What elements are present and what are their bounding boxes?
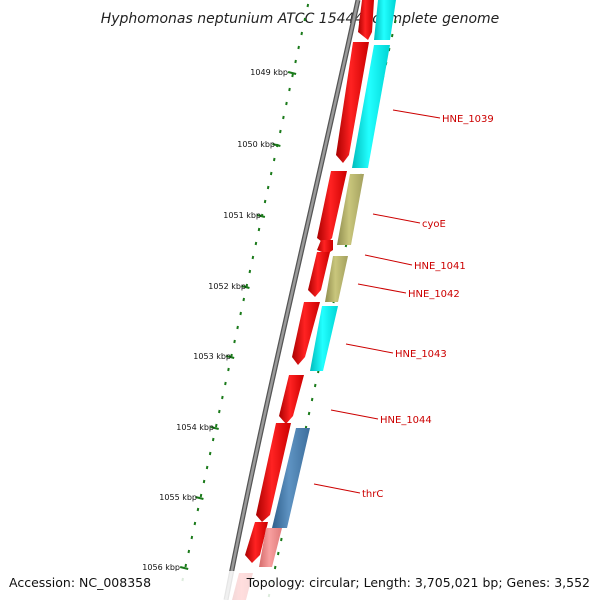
- kbp-scale: 1049 kbp 1050 kbp 1051 kbp 1052 kbp 1053…: [142, 68, 288, 572]
- tick-dot: [390, 33, 394, 38]
- gene-forward-hne1043: [292, 302, 320, 365]
- tick-major: [241, 285, 250, 289]
- tick-dot: [208, 451, 212, 456]
- gene-forward-hne1041: [317, 240, 333, 254]
- gene-label-hne1041: HNE_1041: [414, 261, 466, 272]
- tick-dot: [313, 383, 317, 388]
- tick-dot: [285, 101, 288, 106]
- gene-reverse-1: [374, 0, 396, 40]
- gene-label-hne1043: HNE_1043: [395, 349, 447, 360]
- accession-text: Accession: NC_008358: [9, 575, 151, 590]
- tick-dot: [205, 465, 209, 470]
- tick-major: [256, 214, 266, 218]
- kbp-label-1054: 1054 kbp: [176, 423, 214, 432]
- tick-dot: [218, 409, 221, 414]
- tick-dot: [279, 129, 282, 134]
- tick-major: [272, 143, 281, 147]
- tick-dot: [263, 199, 267, 204]
- gene-label-thrC: thrC: [362, 489, 383, 500]
- label-leaders: [313, 109, 441, 494]
- tick-dot: [239, 311, 242, 316]
- gene-forward-hne1042: [308, 252, 330, 297]
- tick-dot: [251, 255, 255, 260]
- tick-dot: [276, 551, 280, 556]
- tick-dot: [187, 549, 191, 554]
- tick-dot: [269, 171, 273, 176]
- tick-dot: [307, 411, 311, 416]
- tick-dot: [199, 493, 203, 498]
- tick-dot: [291, 73, 294, 78]
- gene-reverse-cyoE: [337, 174, 364, 245]
- gene-forward-hne1044: [279, 375, 304, 424]
- tick-dot: [280, 537, 283, 542]
- tick-dot: [272, 157, 276, 162]
- gene-reverse-hne1043: [310, 306, 338, 371]
- tick-dot: [214, 423, 218, 428]
- tick-dot: [236, 325, 239, 330]
- forward-strand: [232, 0, 374, 600]
- tick-dot: [257, 227, 261, 232]
- tick-dot: [190, 535, 194, 540]
- gene-reverse-hne1042: [325, 256, 348, 302]
- kbp-label-1052: 1052 kbp: [208, 282, 246, 291]
- tick-major: [287, 71, 297, 75]
- gene-label-hne1044: HNE_1044: [380, 415, 432, 426]
- tick-dot: [303, 17, 307, 22]
- gene-label-hne1042: HNE_1042: [408, 289, 460, 300]
- gene-forward-1: [358, 0, 374, 40]
- gene-reverse-hne1039: [352, 45, 390, 168]
- tick-dot: [224, 381, 227, 386]
- gene-label-hne1039: HNE_1039: [442, 114, 494, 125]
- tick-dot: [310, 397, 314, 402]
- tick-major: [210, 426, 219, 430]
- tick-dot: [211, 437, 215, 442]
- tick-dot: [288, 87, 291, 92]
- tick-dot: [306, 3, 310, 8]
- gene-labels: HNE_1039 cyoE HNE_1041 HNE_1042 HNE_1043…: [362, 114, 494, 500]
- tick-dot: [196, 507, 200, 512]
- kbp-label-1053: 1053 kbp: [193, 352, 231, 361]
- gene-forward-6: [245, 522, 268, 563]
- tick-major: [225, 355, 235, 359]
- kbp-label-1056: 1056 kbp: [142, 563, 180, 572]
- tick-dot: [184, 563, 188, 568]
- kbp-label-1051: 1051 kbp: [223, 211, 261, 220]
- tick-dot: [273, 565, 277, 570]
- kbp-label-1049: 1049 kbp: [250, 68, 288, 77]
- gene-label-cyoE: cyoE: [422, 219, 446, 230]
- kbp-label-1055: 1055 kbp: [159, 493, 197, 502]
- map-title: Hyphomonas neptunium ATCC 15444, complet…: [101, 11, 500, 27]
- tick-dot: [394, 19, 397, 24]
- gene-forward-cyoE: [317, 171, 347, 245]
- reverse-strand: [259, 0, 396, 567]
- tick-dot: [282, 115, 285, 120]
- tick-dot: [294, 59, 297, 64]
- gene-forward-thrC: [256, 423, 291, 522]
- tick-dot: [266, 185, 270, 190]
- tick-dot: [233, 339, 236, 344]
- kbp-label-1050: 1050 kbp: [237, 140, 275, 149]
- tick-dot: [254, 241, 258, 246]
- tick-dot: [248, 269, 252, 274]
- tick-dot: [242, 297, 246, 302]
- tick-major: [195, 496, 204, 500]
- gene-reverse-pink: [259, 528, 282, 567]
- gene-forward-hne1039: [336, 42, 369, 163]
- tick-major: [179, 566, 189, 570]
- tick-dot: [202, 479, 206, 484]
- tick-dot: [297, 45, 300, 50]
- topology-text: Topology: circular; Length: 3,705,021 bp…: [246, 575, 590, 590]
- tick-dot: [221, 395, 224, 400]
- tick-dot: [300, 31, 304, 36]
- gene-reverse-thrC: [272, 428, 310, 528]
- tick-dot: [193, 521, 197, 526]
- tick-dot: [227, 367, 230, 372]
